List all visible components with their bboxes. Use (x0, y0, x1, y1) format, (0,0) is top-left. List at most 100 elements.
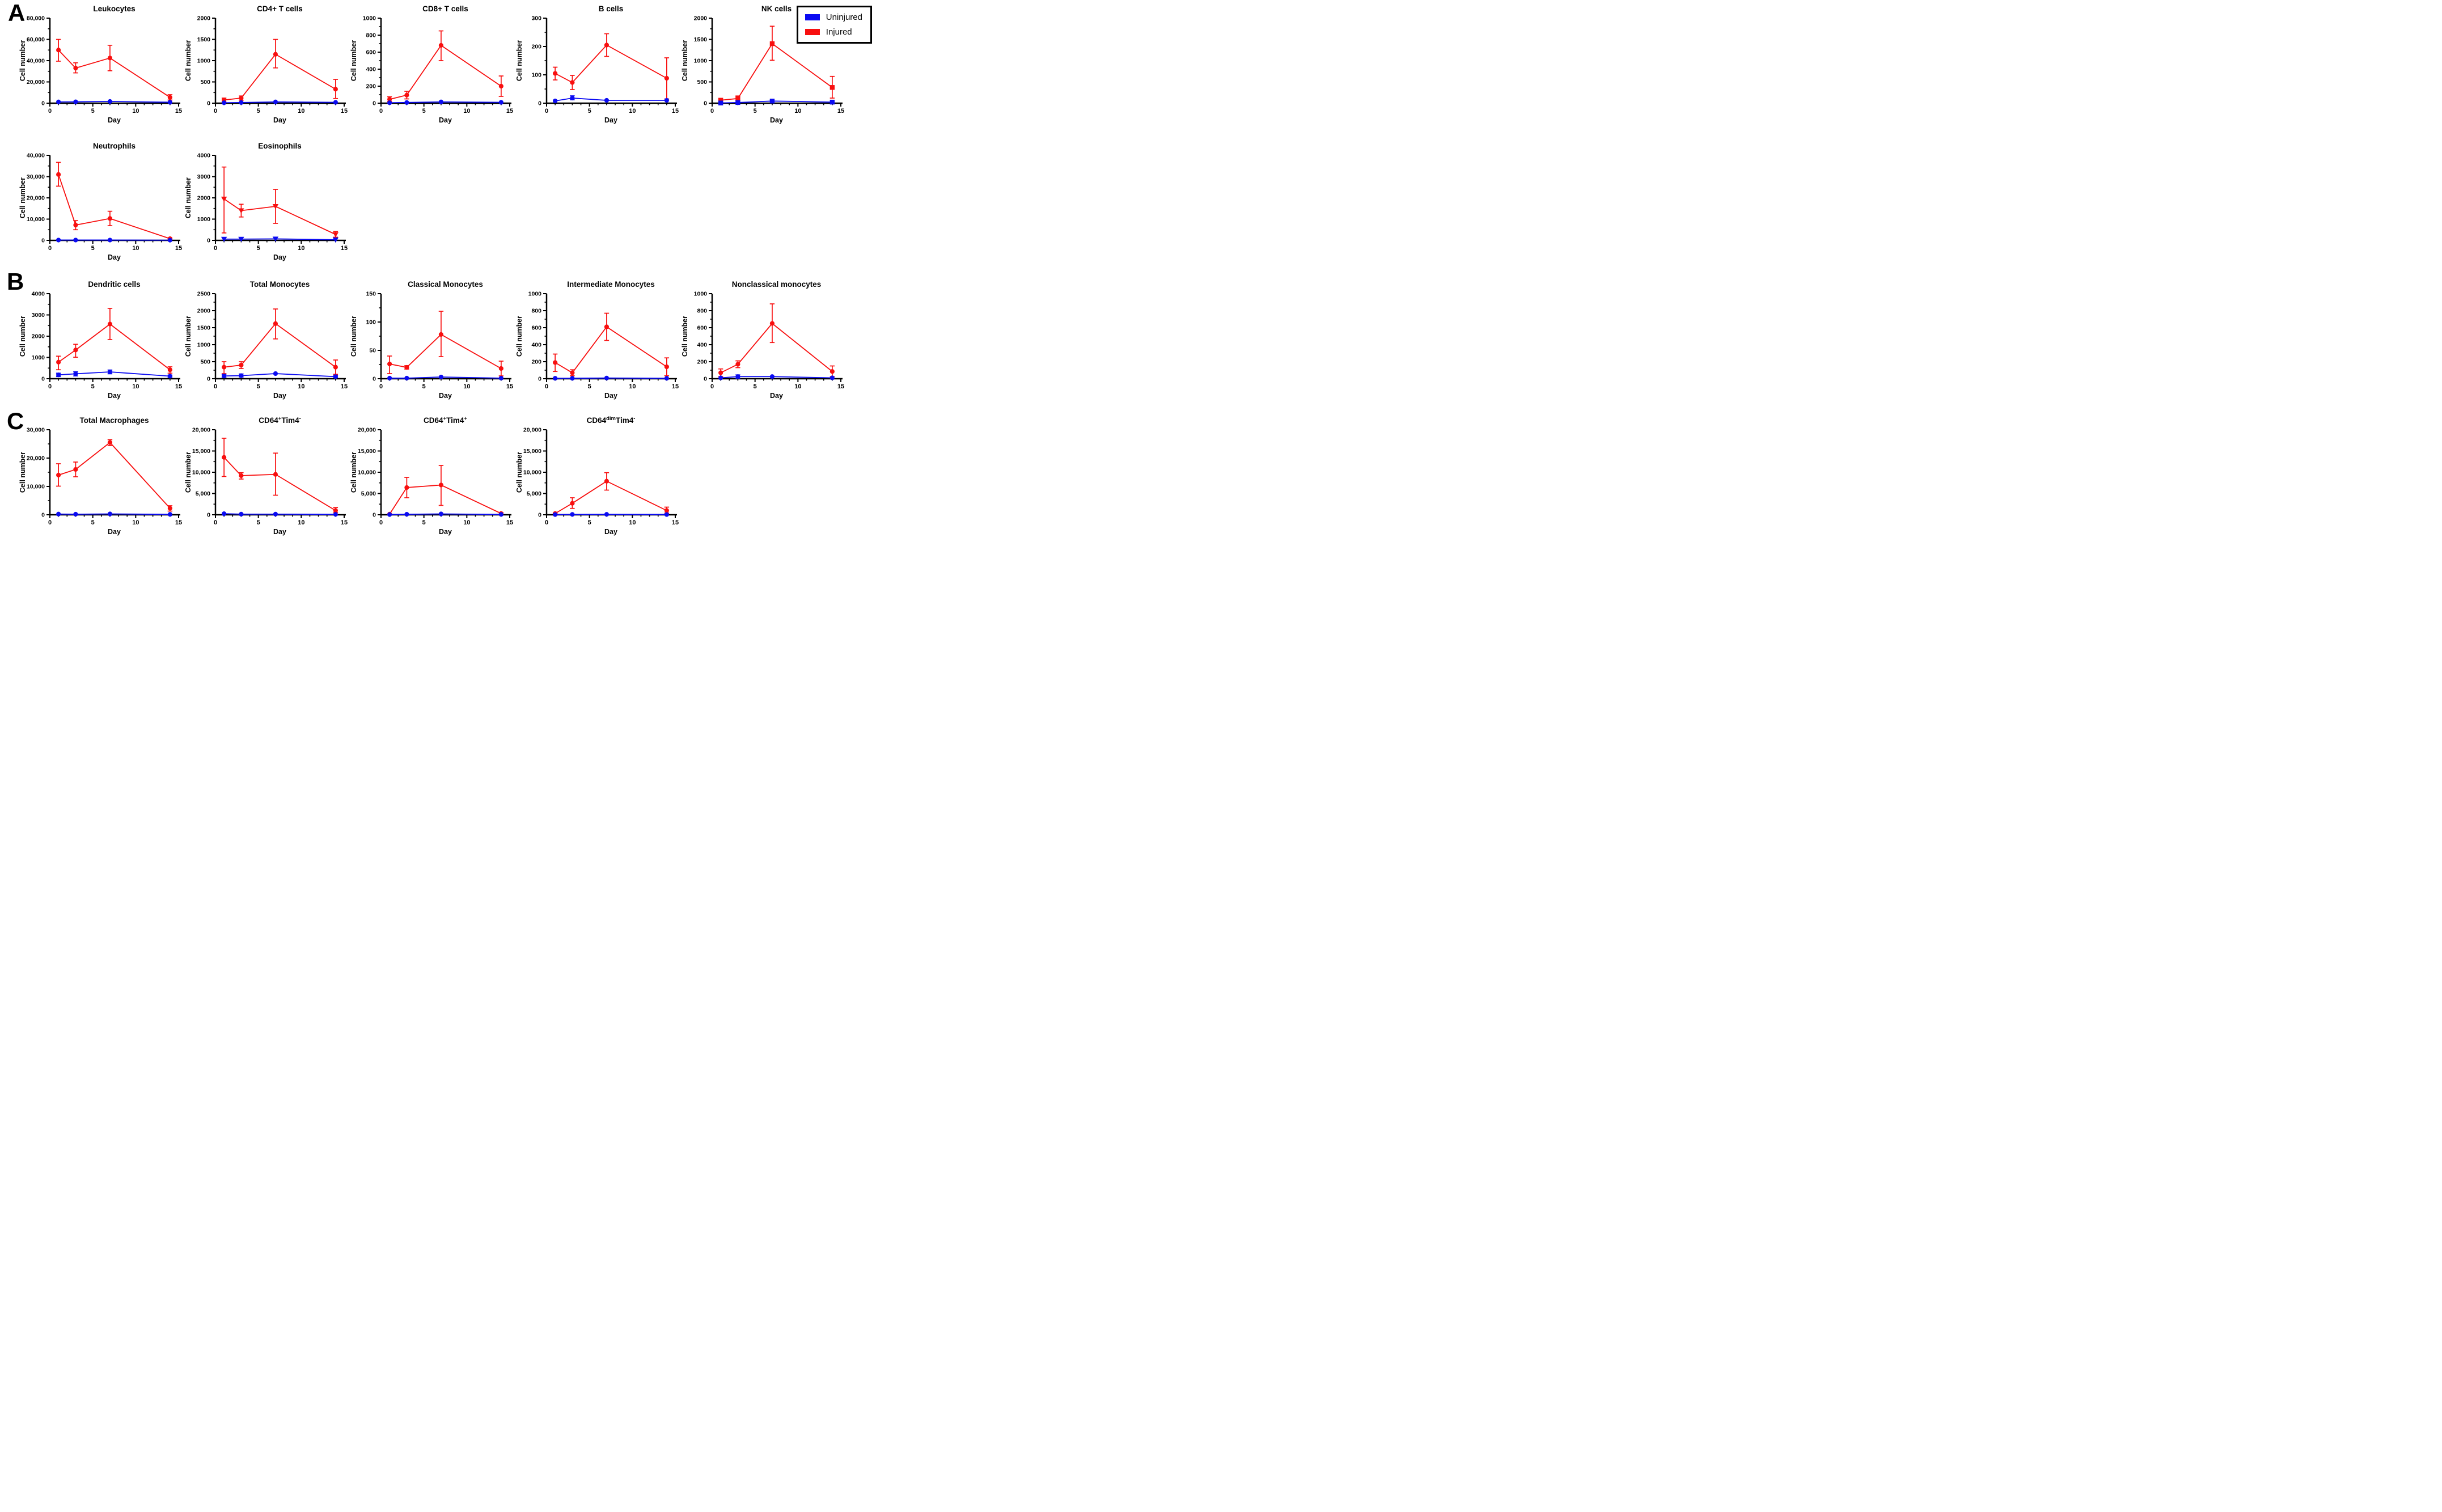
svg-text:800: 800 (366, 32, 376, 39)
panel-b-row: Dendritic cells 0 1000 2000 3000 4000 0 5 10 15 Da… (17, 278, 845, 407)
svg-text:0: 0 (704, 100, 707, 107)
svg-text:Day: Day (604, 116, 617, 124)
svg-text:1000: 1000 (363, 15, 376, 22)
svg-text:0: 0 (48, 383, 52, 390)
svg-text:0: 0 (379, 108, 383, 115)
panel-label-c: C (7, 408, 24, 434)
svg-text:10,000: 10,000 (523, 469, 541, 476)
svg-text:5,000: 5,000 (361, 490, 376, 497)
svg-text:0: 0 (207, 238, 210, 244)
svg-text:600: 600 (366, 49, 376, 56)
svg-text:0: 0 (545, 519, 548, 526)
svg-text:600: 600 (531, 325, 541, 332)
chart-cd4-t-cells: CD4+ T cells 0 500 1000 1500 2000 0 5 10 15 Day Cel… (183, 2, 348, 132)
svg-text:5: 5 (422, 519, 426, 526)
chart-leukocytes: Leukocytes 0 20,000 40,000 60,000 80,000 0 5 10 1… (17, 2, 183, 132)
svg-text:5: 5 (257, 519, 260, 526)
svg-text:300: 300 (531, 15, 541, 22)
svg-text:Day: Day (108, 392, 121, 400)
svg-text:15: 15 (341, 108, 348, 115)
svg-text:5: 5 (422, 383, 426, 390)
svg-text:500: 500 (200, 359, 210, 366)
svg-text:0: 0 (48, 245, 52, 252)
svg-text:1500: 1500 (197, 36, 211, 43)
svg-text:50: 50 (369, 348, 376, 354)
svg-text:Day: Day (604, 528, 617, 536)
svg-text:0: 0 (538, 100, 541, 107)
svg-text:0: 0 (538, 512, 541, 519)
svg-text:200: 200 (531, 44, 541, 50)
svg-text:15,000: 15,000 (358, 448, 376, 455)
svg-text:100: 100 (366, 319, 376, 326)
svg-text:Cell number: Cell number (184, 452, 192, 493)
legend-item-injured: Injured (805, 27, 862, 37)
svg-text:Cell number: Cell number (515, 40, 523, 81)
svg-text:Cell number: Cell number (19, 40, 27, 81)
chart-cd64dim-tim4neg: CD64dimTim4- 0 5,000 10,000 15,000 20,000 0 5 10… (514, 414, 679, 543)
svg-text:CD4+ T cells: CD4+ T cells (257, 5, 303, 13)
svg-text:600: 600 (697, 325, 707, 332)
svg-text:30,000: 30,000 (27, 427, 45, 434)
uninjured-swatch (805, 14, 820, 20)
svg-text:CD64dimTim4-: CD64dimTim4- (587, 416, 636, 425)
svg-text:15: 15 (341, 245, 348, 252)
svg-text:15: 15 (672, 519, 679, 526)
svg-text:200: 200 (697, 359, 707, 366)
svg-text:2000: 2000 (197, 15, 211, 22)
svg-text:15: 15 (837, 108, 844, 115)
svg-text:15: 15 (341, 383, 348, 390)
svg-text:0: 0 (214, 383, 217, 390)
svg-text:15: 15 (506, 383, 513, 390)
svg-text:60,000: 60,000 (27, 36, 45, 43)
chart-total-macrophages: Total Macrophages 0 10,000 20,000 30,000 0 5 10… (17, 414, 183, 543)
svg-text:500: 500 (200, 79, 210, 86)
panel-a-row-2: Neutrophils 0 10,000 20,000 30,000 40,000 0 5 10… (17, 139, 348, 269)
chart-cd8-t-cells: CD8+ T cells 0 200 400 600 800 1000 0 5 10 15 Day Ce… (348, 2, 514, 132)
chart-dendritic-cells: Dendritic cells 0 1000 2000 3000 4000 0 5 10 15 Da… (17, 278, 183, 407)
svg-text:0: 0 (373, 100, 376, 107)
svg-text:5: 5 (257, 383, 260, 390)
svg-text:5: 5 (91, 383, 95, 390)
svg-text:10: 10 (463, 108, 470, 115)
svg-text:400: 400 (697, 342, 707, 349)
svg-text:Day: Day (108, 253, 121, 261)
svg-text:10,000: 10,000 (192, 469, 210, 476)
svg-text:1500: 1500 (197, 325, 211, 332)
svg-text:0: 0 (379, 383, 383, 390)
svg-text:Cell number: Cell number (19, 316, 27, 357)
svg-text:5: 5 (257, 245, 260, 252)
svg-text:Cell number: Cell number (184, 316, 192, 357)
svg-text:0: 0 (48, 519, 52, 526)
svg-text:10: 10 (298, 245, 304, 252)
svg-text:5,000: 5,000 (527, 490, 541, 497)
svg-text:2500: 2500 (197, 291, 211, 298)
svg-text:Total Monocytes: Total Monocytes (250, 280, 310, 289)
svg-text:1000: 1000 (197, 216, 211, 223)
svg-text:0: 0 (214, 519, 217, 526)
svg-text:Cell number: Cell number (515, 452, 523, 493)
svg-text:NK cells: NK cells (761, 5, 792, 13)
svg-text:20,000: 20,000 (27, 455, 45, 462)
svg-text:1000: 1000 (694, 58, 708, 65)
chart-neutrophils: Neutrophils 0 10,000 20,000 30,000 40,000 0 5 10… (17, 139, 183, 269)
svg-text:Total Macrophages: Total Macrophages (79, 416, 149, 425)
chart-intermediate-monocytes: Intermediate Monocytes 0 200 400 600 800 1000 0… (514, 278, 679, 407)
svg-text:Cell number: Cell number (681, 40, 689, 81)
svg-text:10,000: 10,000 (27, 216, 45, 223)
svg-text:1000: 1000 (197, 342, 211, 349)
svg-text:20,000: 20,000 (358, 427, 376, 434)
svg-text:Neutrophils: Neutrophils (93, 142, 136, 150)
svg-text:0: 0 (207, 376, 210, 383)
svg-text:0: 0 (710, 108, 714, 115)
svg-text:Day: Day (108, 528, 121, 536)
svg-text:10,000: 10,000 (27, 484, 45, 490)
svg-text:0: 0 (207, 512, 210, 519)
svg-text:10: 10 (298, 383, 304, 390)
svg-text:0: 0 (41, 512, 45, 519)
chart-nk-cells: NK cells 0 500 1000 1500 2000 0 5 10 15 Day Cell nu… (679, 2, 845, 132)
svg-text:15: 15 (506, 519, 513, 526)
svg-text:500: 500 (697, 79, 707, 86)
svg-text:800: 800 (531, 308, 541, 315)
svg-text:15: 15 (837, 383, 844, 390)
svg-text:10: 10 (629, 519, 636, 526)
